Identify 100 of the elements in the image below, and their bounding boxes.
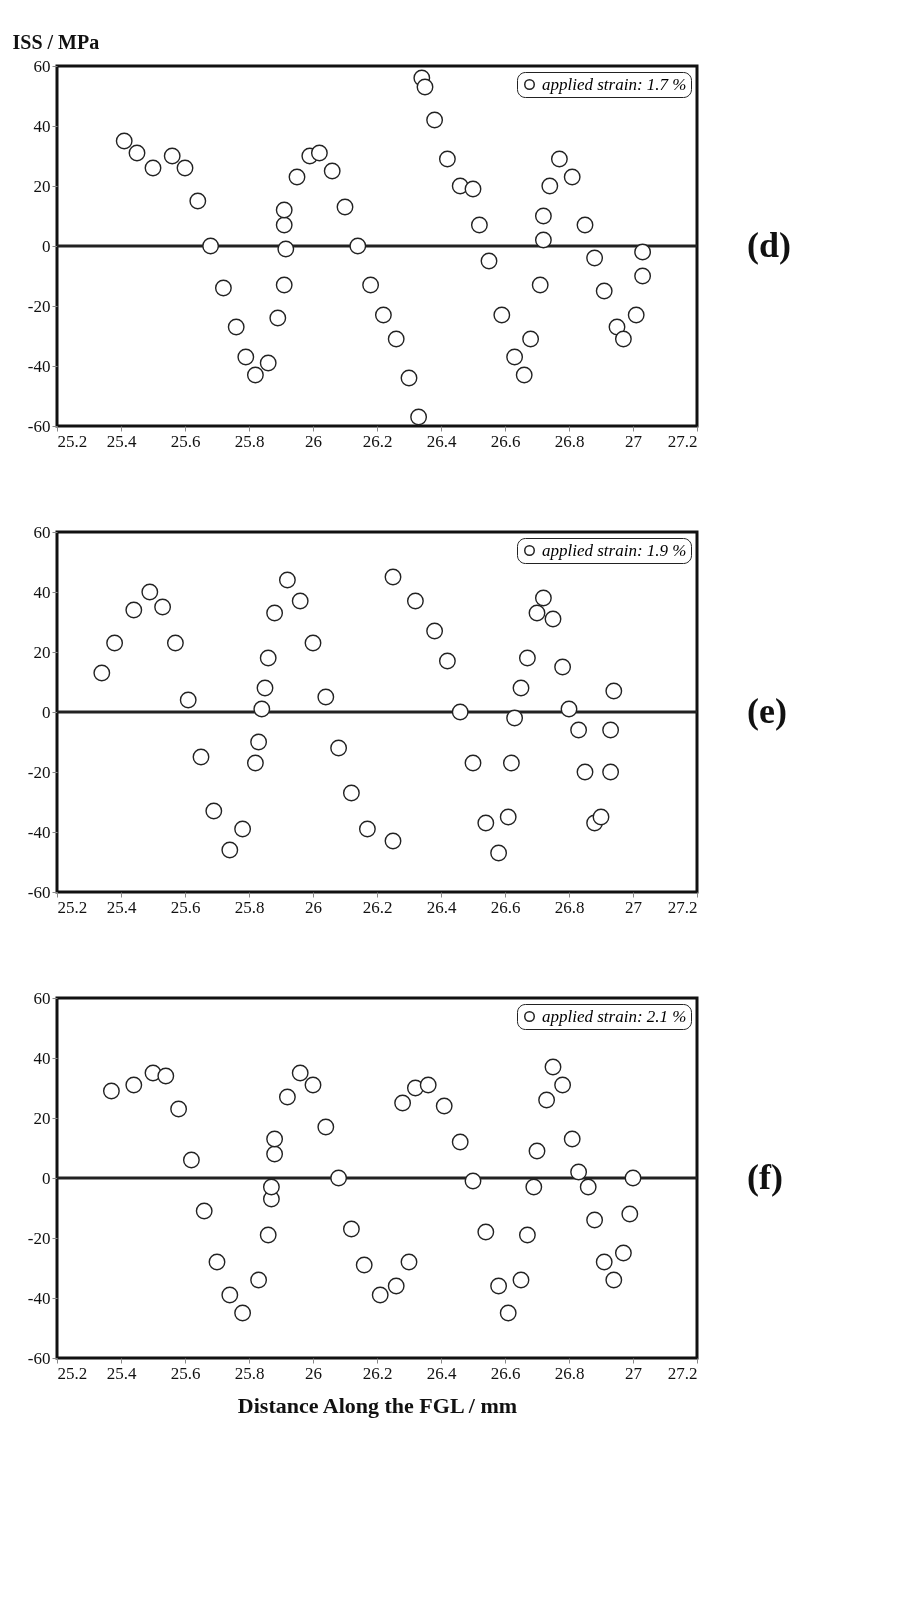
x-tick-label: 26.2	[362, 897, 393, 917]
point	[534, 589, 552, 607]
point	[512, 679, 530, 697]
point	[602, 721, 620, 739]
point	[518, 1226, 536, 1244]
point	[426, 622, 444, 640]
point	[490, 1277, 508, 1295]
text: (d)	[747, 225, 791, 265]
legend-label: applied strain: 2.1 %	[542, 1006, 687, 1026]
point	[166, 634, 184, 652]
y-tick-label: 40	[33, 116, 51, 136]
x-tick-label: 25.6	[170, 1363, 201, 1383]
point	[614, 330, 632, 348]
point	[246, 366, 264, 384]
point	[560, 700, 578, 718]
x-tick-label: 26.8	[554, 1363, 585, 1383]
x-tick-label: 27	[625, 431, 643, 451]
point	[266, 1130, 284, 1148]
point	[554, 1076, 572, 1094]
point	[253, 700, 271, 718]
y-tick-label: -20	[27, 762, 51, 782]
x-tick-label: 25.2	[57, 431, 88, 451]
x-tick-label: 26	[305, 431, 322, 451]
point	[528, 1142, 546, 1160]
point	[275, 201, 293, 219]
point	[550, 150, 568, 168]
point	[426, 111, 444, 129]
point	[278, 1088, 296, 1106]
point	[544, 610, 562, 628]
x-tick-label: 26.4	[426, 1363, 457, 1383]
point	[310, 144, 328, 162]
point	[438, 150, 456, 168]
y-tick-label: -40	[27, 1288, 51, 1308]
x-tick-label: 26	[305, 897, 322, 917]
point	[256, 679, 274, 697]
point	[387, 330, 405, 348]
y-tick-label: 0	[42, 236, 51, 256]
x-tick-label: 25.8	[234, 1363, 265, 1383]
point	[528, 604, 546, 622]
point	[275, 276, 293, 294]
point	[518, 649, 536, 667]
point	[269, 309, 287, 327]
x-axis-title: Distance Along the FGL / mm	[237, 1392, 518, 1418]
point	[634, 267, 652, 285]
point	[208, 1253, 226, 1271]
point	[237, 348, 255, 366]
x-tick-label: 26.8	[554, 431, 585, 451]
point	[176, 159, 194, 177]
point	[480, 252, 498, 270]
legend-label: applied strain: 1.9 %	[542, 540, 687, 560]
x-tick-label: 25.8	[234, 431, 265, 451]
point	[586, 249, 604, 267]
point	[538, 1091, 556, 1109]
point	[477, 1223, 495, 1241]
y-axis-title: ISS / MPa	[12, 30, 100, 53]
y-tick-label: 40	[33, 1048, 51, 1068]
point	[106, 634, 124, 652]
point	[371, 1286, 389, 1304]
x-tick-label: 25.6	[170, 897, 201, 917]
point	[515, 366, 533, 384]
point	[592, 808, 610, 826]
point	[464, 754, 482, 772]
point	[266, 604, 284, 622]
point	[128, 144, 146, 162]
point	[374, 306, 392, 324]
x-tick-label: 25.4	[106, 1363, 137, 1383]
point	[554, 658, 572, 676]
point	[499, 808, 517, 826]
point	[93, 664, 111, 682]
point	[355, 1256, 373, 1274]
x-tick-label: 25.6	[170, 431, 201, 451]
text: (e)	[747, 691, 787, 731]
point	[115, 132, 133, 150]
y-tick-label: 0	[42, 702, 51, 722]
point	[221, 1286, 239, 1304]
point	[595, 282, 613, 300]
point	[477, 814, 495, 832]
x-tick-label: 25.8	[234, 897, 265, 917]
y-tick-label: 60	[33, 522, 51, 542]
point	[342, 1220, 360, 1238]
point	[278, 571, 296, 589]
point	[605, 682, 623, 700]
point	[214, 279, 232, 297]
point	[179, 691, 197, 709]
y-tick-label: 60	[33, 988, 51, 1008]
y-tick-label: 20	[33, 1108, 51, 1128]
y-tick-label: -20	[27, 296, 51, 316]
point	[602, 763, 620, 781]
x-tick-label: 26.2	[362, 1363, 393, 1383]
point	[259, 649, 277, 667]
point	[525, 1178, 543, 1196]
point	[502, 754, 520, 772]
point	[275, 216, 293, 234]
point	[416, 78, 434, 96]
point	[522, 330, 540, 348]
text: (f)	[747, 1157, 783, 1197]
point	[506, 348, 524, 366]
point	[154, 598, 172, 616]
point	[317, 688, 335, 706]
point	[534, 207, 552, 225]
